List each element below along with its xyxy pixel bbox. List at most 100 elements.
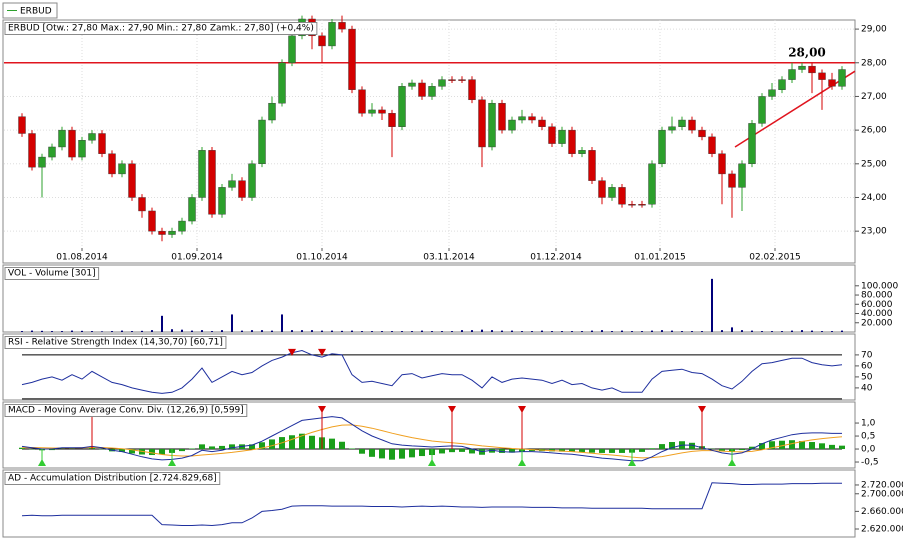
candle-body [738,163,746,188]
volume-bar [251,330,253,332]
candle-body [688,119,696,131]
volume-bar [511,330,513,332]
candle-body [208,150,216,215]
volume-bar [191,330,193,332]
panel-title: RSI - Relative Strength Index (14,30,70)… [8,338,223,348]
histogram-bar [599,449,605,453]
y-tick-label: 2.700.000 [861,489,903,499]
candle-body [778,79,786,90]
y-tick-label: 50 [861,372,873,382]
volume-bar [411,331,413,332]
histogram-bar [659,444,665,450]
candle-body [548,126,556,144]
candle-body [408,82,416,87]
x-tick-label: 03.11.2014 [423,253,475,263]
volume-bar [221,330,223,332]
candle-body [278,62,286,104]
histogram-bar [129,449,135,454]
histogram-bar [289,435,295,450]
histogram-bar [689,442,695,450]
candle-body [798,65,806,70]
histogram-bar [159,449,165,455]
y-tick-label: 70 [861,350,873,360]
volume-bar [591,330,593,332]
candle-body [788,69,796,80]
sell-signal [318,406,326,413]
indicator-line [21,482,842,527]
candle-body [508,119,516,131]
volume-bar [491,330,493,332]
volume-bar [691,331,693,332]
histogram-bar [779,440,785,450]
candle-body [628,204,636,206]
histogram-bar [399,449,405,459]
volume-bar [461,330,463,332]
volume-bar [521,331,523,332]
y-tick-label: 60.000 [861,300,893,310]
histogram-bar [19,447,25,450]
histogram-bar [589,449,595,453]
volume-bar [211,331,213,332]
histogram-bar [419,449,425,457]
volume-bar [381,331,383,332]
histogram-bar [739,449,745,451]
candle-body [398,86,406,127]
candle-body [258,119,266,165]
buy-signal [518,459,526,466]
histogram-bar [469,449,475,454]
sell-signal [518,406,526,413]
candle-body [718,153,726,175]
histogram-bar [189,448,195,450]
volume-bar [531,331,533,332]
volume-bar [331,330,333,332]
histogram-bar [259,442,265,450]
candle-body [248,163,256,198]
y-tick-label: 0,0 [861,445,876,455]
histogram-bar [459,449,465,452]
volume-bar [681,331,683,332]
candle-body [158,230,166,235]
candle-body [458,79,466,81]
volume-bar [711,278,713,332]
candle-body [128,163,136,198]
candle-body [748,123,756,165]
price-panel [2,19,856,264]
volume-bar [701,331,703,332]
buy-signal [38,459,46,466]
histogram-bar [49,449,55,451]
volume-bar [371,331,373,332]
candle-body [228,180,236,188]
y-tick-label: 40 [861,383,873,393]
histogram-bar [669,442,675,450]
candle-body [468,79,476,101]
volume-bar [51,331,53,332]
volume-bar [291,330,293,332]
histogram-bar [439,449,445,454]
x-tick-label: 01.10.2014 [296,253,348,263]
candle-body [98,133,106,154]
volume-bar [821,331,823,332]
y-tick-label: 60 [861,361,873,371]
panel-title-box [4,267,100,280]
x-tick-label: 01.01.2015 [634,253,686,263]
volume-bar [401,331,403,332]
candle-body [288,35,296,63]
volume-bar [621,330,623,332]
candle-body [678,119,686,127]
candle-body [568,129,576,154]
volume-bar [171,329,173,332]
volume-bar [661,330,663,332]
candle-body [58,129,66,148]
candle-body [238,180,246,198]
volume-bar [301,330,303,332]
candle-body [818,72,826,80]
volume-bar [351,330,353,332]
histogram-bar [489,449,495,453]
histogram-bar [789,440,795,450]
candle-body [78,140,86,158]
sell-signal [288,348,296,356]
volume-bar [771,331,773,332]
panel-title: MACD - Moving Average Conv. Div. (12,26,… [8,406,244,416]
volume-panel [2,264,856,333]
candle-body [148,210,156,232]
